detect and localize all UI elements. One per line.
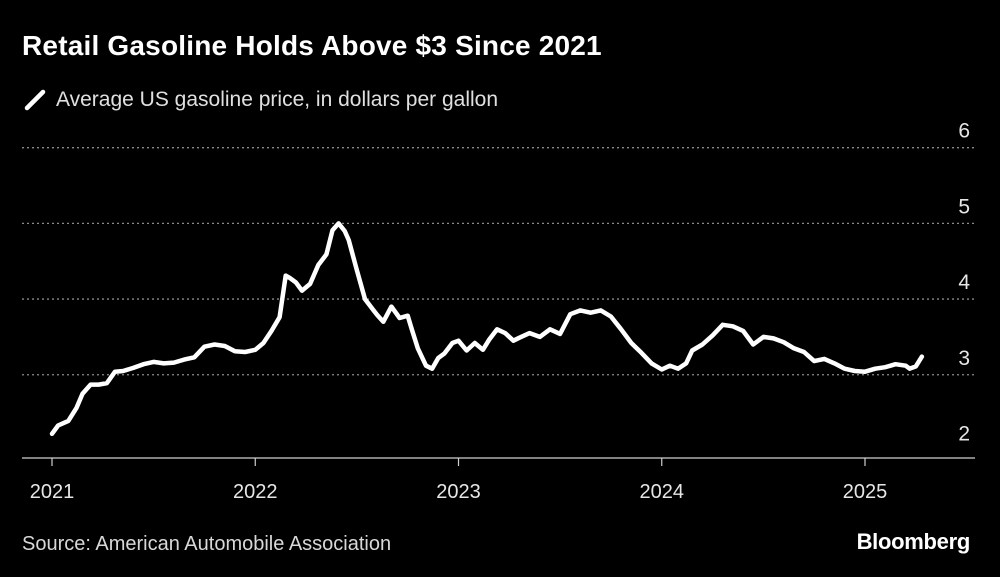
source-note: Source: American Automobile Association (22, 533, 392, 555)
x-tick-label-2022: 2022 (233, 481, 278, 503)
legend: Average US gasoline price, in dollars pe… (22, 86, 498, 114)
x-tick-label-2024: 2024 (640, 481, 685, 503)
y-tick-label-5: 5 (958, 195, 970, 218)
x-tick-label-2021: 2021 (30, 481, 75, 503)
line-series-legend-icon (24, 89, 46, 111)
gridlines (22, 147, 975, 376)
x-tick-label-2023: 2023 (436, 481, 481, 503)
y-axis: 2 3 4 5 6 (958, 120, 970, 446)
y-tick-label-4: 4 (958, 271, 970, 294)
series-line-gasoline-price (49, 221, 925, 437)
series-layer (49, 221, 925, 437)
x-axis: 2021 2022 2023 2024 2025 (22, 457, 975, 503)
chart-title: Retail Gasoline Holds Above $3 Since 202… (22, 30, 602, 61)
bloomberg-logo: Bloomberg (856, 529, 971, 554)
y-tick-label-2: 2 (958, 422, 970, 445)
y-tick-label-6: 6 (958, 120, 970, 143)
legend-label: Average US gasoline price, in dollars pe… (56, 88, 499, 111)
x-tick-label-2025: 2025 (843, 481, 888, 503)
y-tick-label-3: 3 (958, 347, 970, 370)
